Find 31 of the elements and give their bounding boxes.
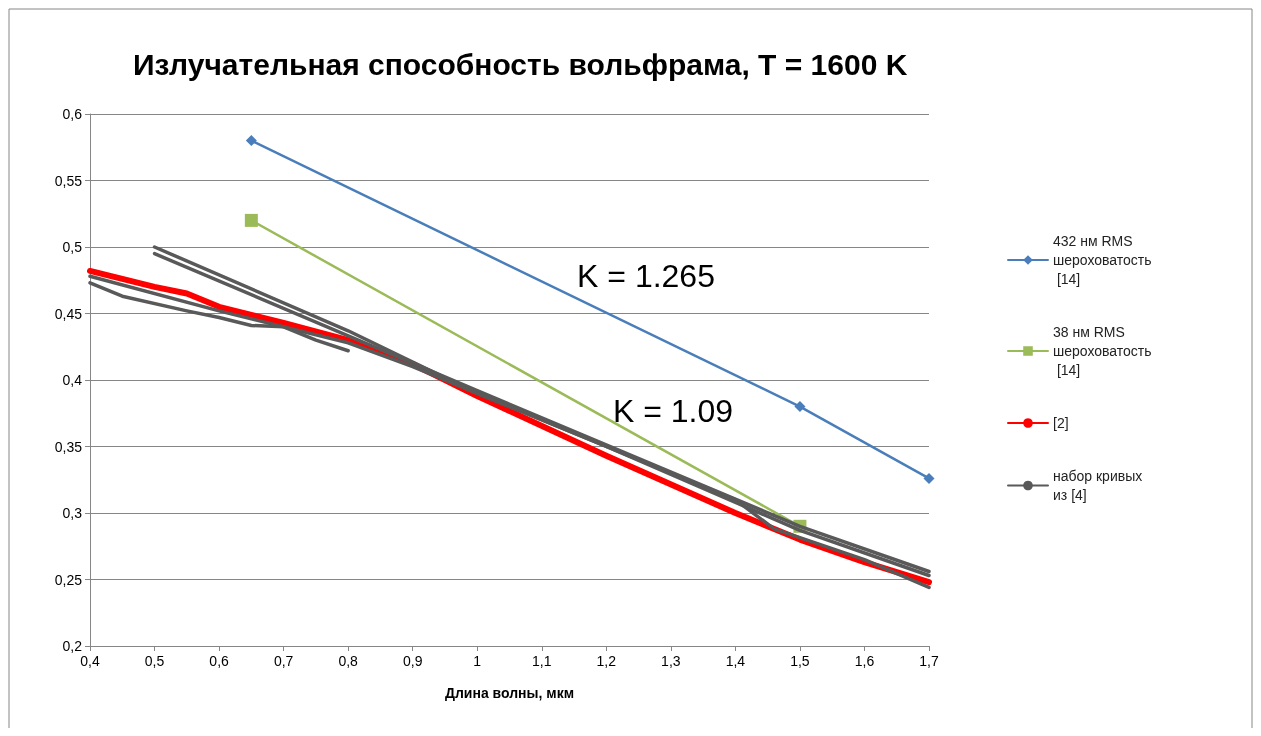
chart-title: Излучательная способность вольфрама, T = 1600 K <box>133 47 908 81</box>
y-tick-label: 0,25 <box>54 571 83 588</box>
x-tick-label: 1,5 <box>790 653 810 669</box>
x-tick-label: 1,3 <box>661 653 681 669</box>
x-tick-label: 1,4 <box>725 653 746 669</box>
y-tick-label: 0,6 <box>62 106 83 122</box>
x-tick-label: 0,6 <box>209 653 230 669</box>
x-tick-label: 0,9 <box>402 653 423 669</box>
y-tick-label: 0,55 <box>54 172 83 189</box>
annotation: K = 1.265 <box>577 258 715 294</box>
x-tick-label: 1,7 <box>919 653 939 669</box>
y-tick-label: 0,4 <box>62 372 83 388</box>
legend-label: [2] <box>1053 415 1069 431</box>
y-tick-label: 0,5 <box>62 239 83 255</box>
y-tick-label: 0,35 <box>54 438 83 455</box>
x-tick-label: 1,1 <box>532 653 552 669</box>
x-tick-label: 0,8 <box>338 653 359 669</box>
x-tick-label: 0,4 <box>80 653 100 669</box>
x-tick-label: 1 <box>473 653 482 669</box>
legend-label: 432 нм RMS шероховатость [14] <box>1053 233 1152 287</box>
x-tick-label: 0,7 <box>273 653 294 669</box>
legend-label: набор кривых из [4] <box>1053 468 1147 503</box>
y-tick-label: 0,45 <box>54 305 83 322</box>
y-tick-label: 0,2 <box>62 638 83 654</box>
annotation: K = 1.09 <box>612 393 734 429</box>
x-tick-label: 0,5 <box>144 653 165 669</box>
y-tick-label: 0,3 <box>62 505 83 521</box>
x-axis-title: Длина волны, мкм <box>444 685 575 701</box>
x-tick-label: 1,2 <box>596 653 617 669</box>
legend-label: 38 нм RMS шероховатость [14] <box>1053 324 1152 378</box>
x-tick-label: 1,6 <box>854 653 875 669</box>
